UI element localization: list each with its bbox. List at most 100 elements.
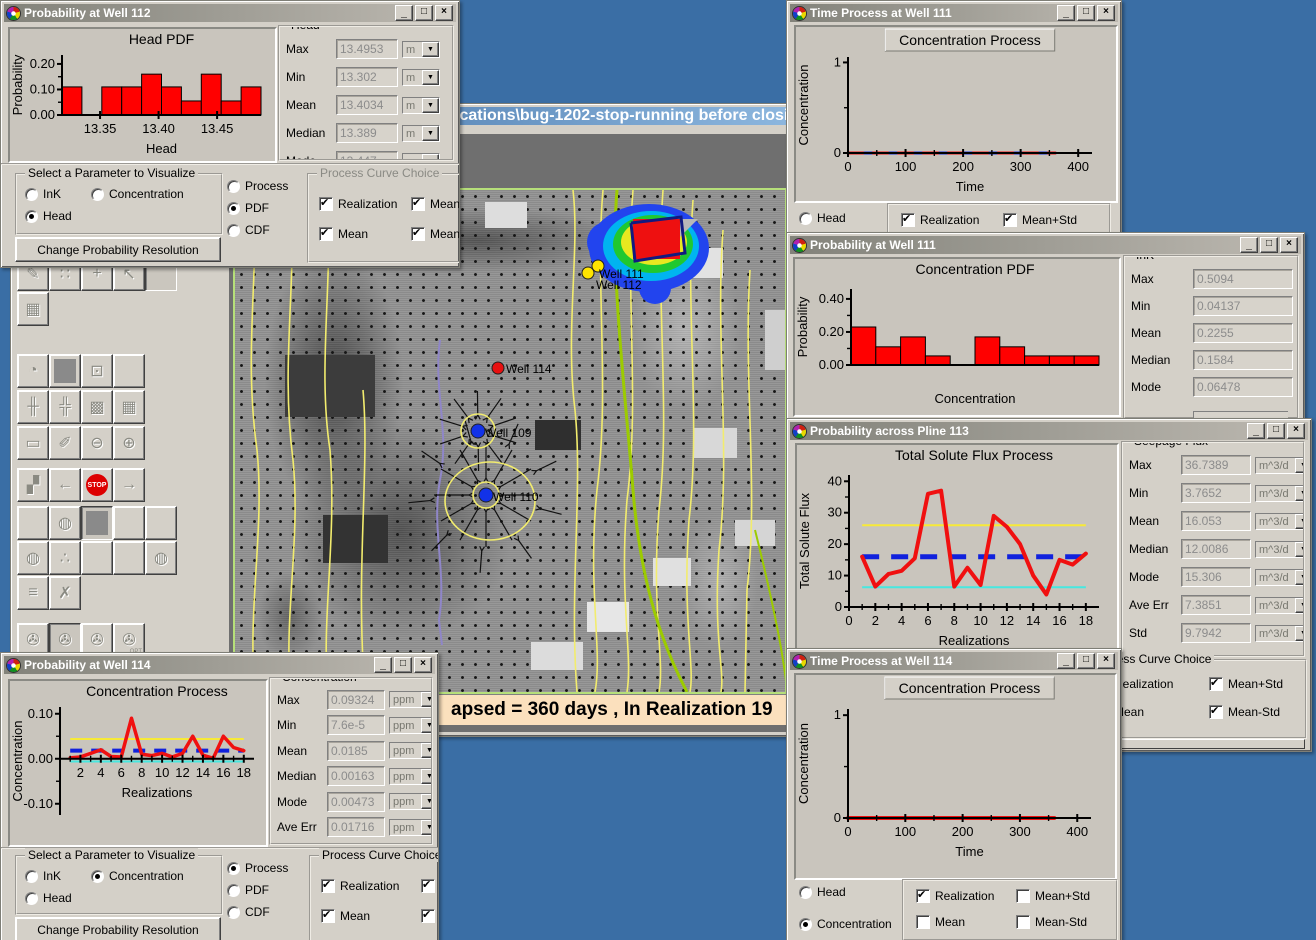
mean-plus-std-checkbox[interactable]: Mean+Std — [421, 879, 438, 893]
stat-value-field[interactable]: 0.5094 — [1193, 268, 1293, 289]
mean-plus-std-checkbox[interactable]: Mean+Std — [1003, 213, 1077, 227]
unit-dropdown[interactable]: ppm ▼ — [389, 716, 431, 734]
minimize-button[interactable]: _ — [1057, 5, 1075, 21]
unit-dropdown[interactable]: m^3/d▼ — [1255, 456, 1303, 474]
close-button[interactable]: × — [1097, 5, 1115, 21]
blank-tool-icon[interactable] — [113, 541, 145, 575]
unit-dropdown[interactable]: m^3/d▼ — [1255, 596, 1303, 614]
globe-c-tool-icon[interactable]: ◍ — [145, 541, 177, 575]
grid-b-tool-icon[interactable]: ╬ — [49, 390, 81, 424]
display-tool-icon[interactable]: ▭ — [17, 426, 49, 460]
dropdown-arrow-icon[interactable]: ▼ — [421, 743, 431, 759]
window-titlebar[interactable]: Probability at Well 112 _ □ × — [4, 4, 456, 22]
blank-tool-icon[interactable] — [113, 506, 145, 540]
realization-checkbox[interactable]: Realization — [901, 213, 979, 227]
unit-dropdown[interactable]: ppm ▼ — [389, 742, 431, 760]
close-button[interactable]: × — [1280, 237, 1298, 253]
cdf-radio[interactable]: CDF — [227, 905, 270, 919]
globe-b-tool-icon[interactable]: ◍ — [17, 541, 49, 575]
stat-value-field[interactable]: 13.302 — [336, 67, 398, 87]
dropdown-arrow-icon[interactable]: ▼ — [422, 97, 439, 113]
delete-tool-icon[interactable]: ✗ — [49, 576, 81, 610]
unit-dropdown[interactable]: ppm ▼ — [389, 818, 431, 836]
close-button[interactable]: × — [1097, 653, 1115, 669]
clock-tool-icon[interactable]: ◔ — [17, 354, 49, 388]
stat-value-field[interactable]: 0.00163 — [327, 766, 385, 787]
mean-checkbox[interactable]: Mean — [321, 909, 370, 923]
well-marker[interactable] — [470, 423, 486, 439]
minimize-button[interactable]: _ — [395, 5, 413, 21]
maximize-button[interactable]: □ — [1077, 5, 1095, 21]
dropdown-arrow-icon[interactable]: ▼ — [1295, 513, 1303, 529]
close-button[interactable]: × — [435, 5, 453, 21]
stat-value-field[interactable]: 36.7389 — [1181, 455, 1251, 475]
dropdown-arrow-icon[interactable]: ▼ — [421, 717, 431, 733]
process-radio[interactable]: Process — [227, 179, 288, 193]
stat-value-field[interactable]: 0.01716 — [327, 817, 385, 838]
grid-c-tool-icon[interactable]: ▩ — [81, 390, 113, 424]
camera-c-tool-icon[interactable]: ✇ — [81, 623, 113, 657]
preview-tool-icon[interactable]: ⊡ — [81, 354, 113, 388]
stat-value-field[interactable]: 7.3851 — [1181, 595, 1251, 615]
brush-tool-icon[interactable]: ✐ — [49, 426, 81, 460]
mean-plus-std-checkbox[interactable]: Mean+Std — [1209, 677, 1283, 691]
unit-dropdown[interactable]: ppm ▼ — [389, 793, 431, 811]
zoom-in-tool-icon[interactable]: ⊕ — [113, 426, 145, 460]
globe-a-tool-icon[interactable]: ◍ — [49, 506, 81, 540]
dropdown-arrow-icon[interactable]: ▼ — [421, 819, 431, 835]
stat-value-field[interactable]: 16.053 — [1181, 511, 1251, 531]
dropdown-arrow-icon[interactable]: ▼ — [422, 125, 439, 141]
head-radio[interactable]: Head — [25, 891, 72, 905]
unit-dropdown[interactable]: ppm ▼ — [389, 767, 431, 785]
well-marker[interactable] — [591, 259, 605, 273]
close-button[interactable]: × — [1287, 423, 1305, 439]
maximize-button[interactable]: □ — [415, 5, 433, 21]
mean-plus-std-checkbox[interactable]: Mean+Std — [1016, 889, 1090, 903]
well-marker[interactable] — [581, 266, 595, 280]
stat-value-field[interactable]: 0.00473 — [327, 791, 385, 812]
mean-checkbox[interactable]: Mean — [319, 227, 368, 241]
dropdown-arrow-icon[interactable]: ▼ — [421, 794, 431, 810]
unit-dropdown[interactable]: ppm ▼ — [389, 691, 431, 709]
grid-d-tool-icon[interactable]: ▦ — [113, 390, 145, 424]
chart-tool-icon[interactable]: ▞ — [17, 468, 49, 502]
unit-dropdown[interactable]: m▼ — [402, 68, 440, 86]
unit-dropdown[interactable]: m▼ — [402, 96, 440, 114]
back-button-icon[interactable]: ← — [49, 468, 81, 502]
stat-value-field[interactable]: 0.0185 — [327, 740, 385, 761]
concentration-radio[interactable]: Concentration — [799, 917, 892, 931]
unit-dropdown[interactable]: m^3/d▼ — [1255, 624, 1303, 642]
window-titlebar[interactable]: Time Process at Well 111 _ □ × — [790, 4, 1118, 22]
maximize-button[interactable]: □ — [1077, 653, 1095, 669]
dropdown-arrow-icon[interactable]: ▼ — [422, 69, 439, 85]
mean-checkbox[interactable]: Mean — [916, 915, 965, 929]
stat-value-field[interactable]: 9.7942 — [1181, 623, 1251, 643]
blank-tool-icon[interactable] — [17, 506, 49, 540]
stop-button-icon[interactable]: STOP — [81, 468, 113, 502]
close-button[interactable]: × — [414, 657, 432, 673]
dropdown-arrow-icon[interactable]: ▼ — [1295, 541, 1303, 557]
grid-a-tool-icon[interactable]: ╫ — [17, 390, 49, 424]
dropdown-arrow-icon[interactable]: ▼ — [1295, 625, 1303, 641]
mesh-tool-icon[interactable]: ▦ — [17, 292, 49, 326]
dropdown-arrow-icon[interactable]: ▼ — [421, 692, 431, 708]
unit-dropdown[interactable]: m▼ — [402, 152, 440, 159]
stat-value-field[interactable]: 0.06478 — [1193, 376, 1293, 397]
unit-dropdown[interactable]: m▼ — [402, 124, 440, 142]
maximize-button[interactable]: □ — [394, 657, 412, 673]
window-titlebar[interactable]: Probability at Well 114 _ □ × — [4, 656, 435, 674]
molecule-tool-icon[interactable]: ∴ — [49, 541, 81, 575]
maximize-button[interactable]: □ — [1260, 237, 1278, 253]
head-radio[interactable]: Head — [799, 885, 846, 899]
maximize-button[interactable]: □ — [1267, 423, 1285, 439]
stat-value-field[interactable]: 12.0086 — [1181, 539, 1251, 559]
well-marker[interactable] — [478, 487, 494, 503]
camera-a-tool-icon[interactable]: ✇ — [17, 623, 49, 657]
mean-minus-std-checkbox[interactable]: Mean-Std — [421, 909, 438, 923]
dropdown-arrow-icon[interactable]: ▼ — [1295, 597, 1303, 613]
mean-minus-std-checkbox[interactable]: Mean-Std — [1209, 705, 1280, 719]
camera-b-tool-icon[interactable]: ✇ — [49, 623, 81, 657]
stat-value-field[interactable]: 15.306 — [1181, 567, 1251, 587]
dropdown-arrow-icon[interactable]: ▼ — [421, 768, 431, 784]
mean-plus-std-checkbox[interactable]: Mean+Std — [411, 197, 459, 211]
